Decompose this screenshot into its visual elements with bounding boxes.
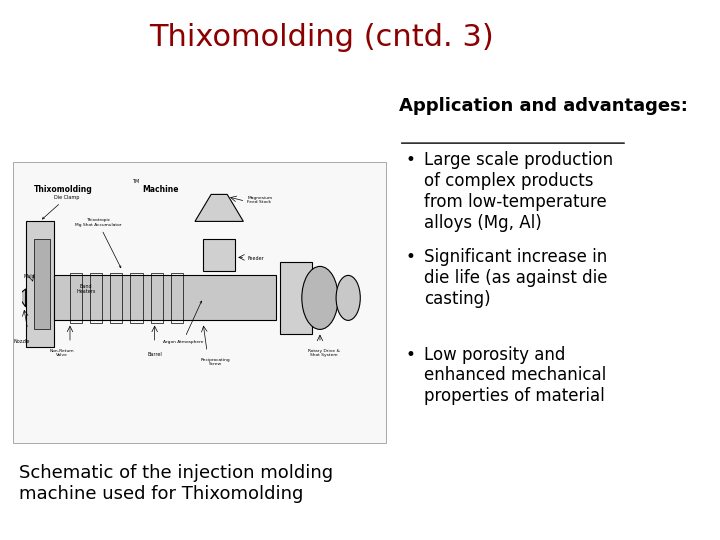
FancyBboxPatch shape [13,162,386,443]
Ellipse shape [336,275,360,320]
Text: Band
Heaters: Band Heaters [76,284,96,294]
Bar [110,273,122,323]
Text: Feeder: Feeder [248,255,264,261]
Text: Application and advantages:: Application and advantages: [399,97,688,115]
Text: TM: TM [132,179,140,184]
Text: Schematic of the injection molding
machine used for Thixomolding: Schematic of the injection molding machi… [19,464,333,503]
Bar [130,273,143,323]
FancyBboxPatch shape [34,239,50,329]
Text: Rotary Drive &
Shot System: Rotary Drive & Shot System [308,349,340,357]
Polygon shape [17,289,26,307]
Bar [70,273,82,323]
Text: Barrel: Barrel [148,353,162,357]
Text: Reciprocating
Screw: Reciprocating Screw [200,358,230,367]
Text: Non-Return
Valve: Non-Return Valve [50,349,74,357]
Text: Machine: Machine [143,185,179,194]
Text: Significant increase in
die life (as against die
casting): Significant increase in die life (as aga… [425,248,608,308]
Bar [26,221,54,347]
Bar [90,273,102,323]
Text: Large scale production
of complex products
from low-temperature
alloys (Mg, Al): Large scale production of complex produc… [425,151,613,232]
Text: Magnesium
Feed Stock: Magnesium Feed Stock [248,196,272,205]
Text: Mold: Mold [24,274,35,279]
Polygon shape [195,194,243,221]
Bar [279,262,312,334]
Text: Thixomolding: Thixomolding [34,185,92,194]
Bar [203,239,235,271]
Text: Thixotropic
Mg Shot Accumulator: Thixotropic Mg Shot Accumulator [75,218,122,268]
Bar [150,273,163,323]
Text: Nozzle: Nozzle [14,339,30,344]
Bar [171,273,183,323]
Text: Low porosity and
enhanced mechanical
properties of material: Low porosity and enhanced mechanical pro… [425,346,607,405]
Text: •: • [405,151,415,169]
Text: Die Clamp: Die Clamp [42,195,79,219]
Ellipse shape [302,266,338,329]
Text: •: • [405,346,415,363]
Bar [54,275,276,320]
Text: Argon Atmosphere: Argon Atmosphere [163,301,203,344]
Text: Thixomolding (cntd. 3): Thixomolding (cntd. 3) [149,23,494,52]
Text: •: • [405,248,415,266]
